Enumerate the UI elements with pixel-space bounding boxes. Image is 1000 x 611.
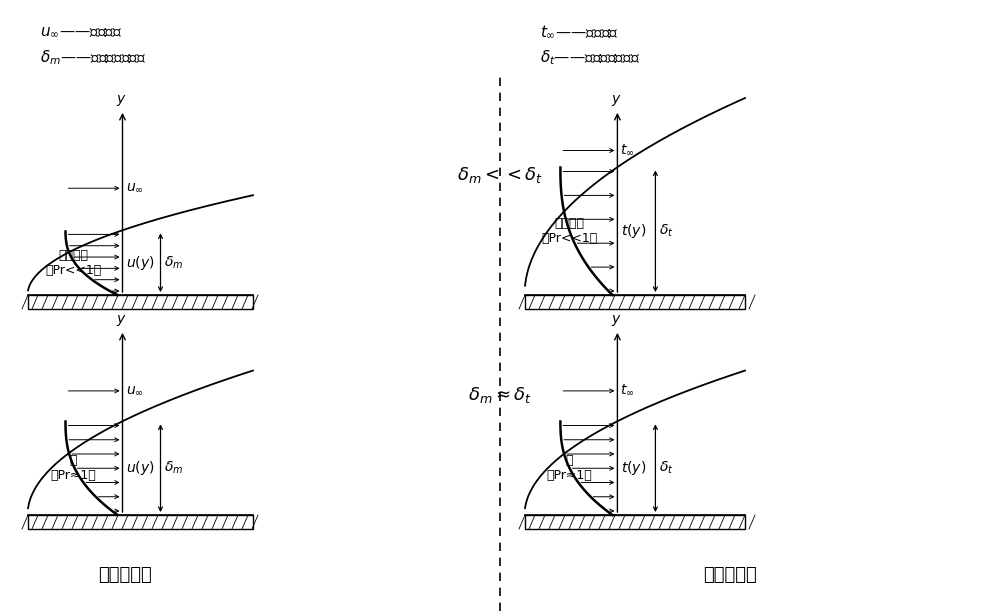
Text: 流动边界层: 流动边界层 (98, 566, 152, 584)
Bar (525, 295, 745, 309)
Text: y: y (611, 92, 620, 106)
Text: $\delta_m \approx \delta_t$: $\delta_m \approx \delta_t$ (468, 385, 532, 405)
Text: $t_{\infty}$: $t_{\infty}$ (620, 142, 635, 156)
Text: $\delta_m$——流动边界层厚度: $\delta_m$——流动边界层厚度 (40, 49, 146, 67)
Text: $\delta_m$: $\delta_m$ (164, 255, 184, 271)
Bar (28, 515, 253, 529)
Text: $t_{\infty}$——来流温度: $t_{\infty}$——来流温度 (540, 24, 619, 40)
Bar (525, 515, 745, 529)
Text: 水
（Pr≈1）: 水 （Pr≈1） (546, 454, 592, 482)
Text: y: y (611, 312, 620, 326)
Text: 液态金属
（Pr<<1）: 液态金属 （Pr<<1） (541, 218, 597, 245)
Text: $\delta_m$: $\delta_m$ (164, 460, 184, 477)
Text: $u_{\infty}$——来流速度: $u_{\infty}$——来流速度 (40, 24, 122, 40)
Text: y: y (116, 92, 125, 106)
Text: 液态金属
（Pr<<1）: 液态金属 （Pr<<1） (45, 249, 101, 277)
Text: $t(y)$: $t(y)$ (621, 222, 647, 240)
Text: $u(y)$: $u(y)$ (126, 254, 155, 272)
Text: $u_{\infty}$: $u_{\infty}$ (126, 180, 143, 194)
Text: 水
（Pr≈1）: 水 （Pr≈1） (50, 454, 96, 482)
Text: $t_{\infty}$: $t_{\infty}$ (620, 382, 635, 397)
Text: $u(y)$: $u(y)$ (126, 459, 155, 477)
Text: 温度边界层: 温度边界层 (703, 566, 757, 584)
Text: $t(y)$: $t(y)$ (621, 459, 647, 477)
Text: y: y (116, 312, 125, 326)
Text: $\delta_t$: $\delta_t$ (659, 460, 674, 477)
Text: $\delta_m << \delta_t$: $\delta_m << \delta_t$ (457, 165, 543, 185)
Text: $u_{\infty}$: $u_{\infty}$ (126, 383, 143, 397)
Bar (28, 295, 253, 309)
Text: $\delta_t$——温度边界层厚度: $\delta_t$——温度边界层厚度 (540, 49, 640, 67)
Text: $\delta_t$: $\delta_t$ (659, 223, 674, 240)
